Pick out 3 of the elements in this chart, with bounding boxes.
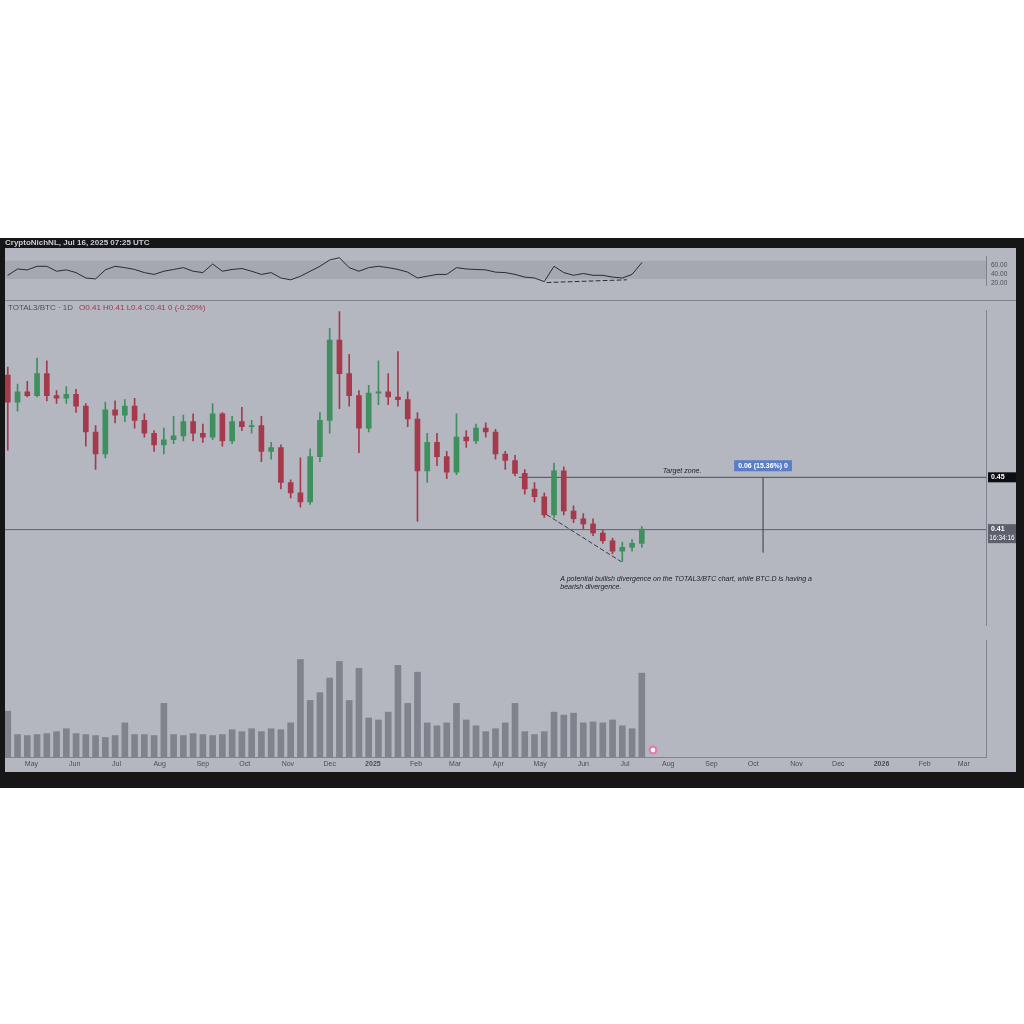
chart-title: CryptoNichNL, Jul 16, 2025 07:25 UTC — [5, 238, 150, 248]
chart-subtitle: O0.41 H0.41 L0.4 C0.41 0 (-0.20%) — [79, 303, 206, 312]
chart-title: TOTAL3/BTC · 1D — [8, 303, 74, 312]
